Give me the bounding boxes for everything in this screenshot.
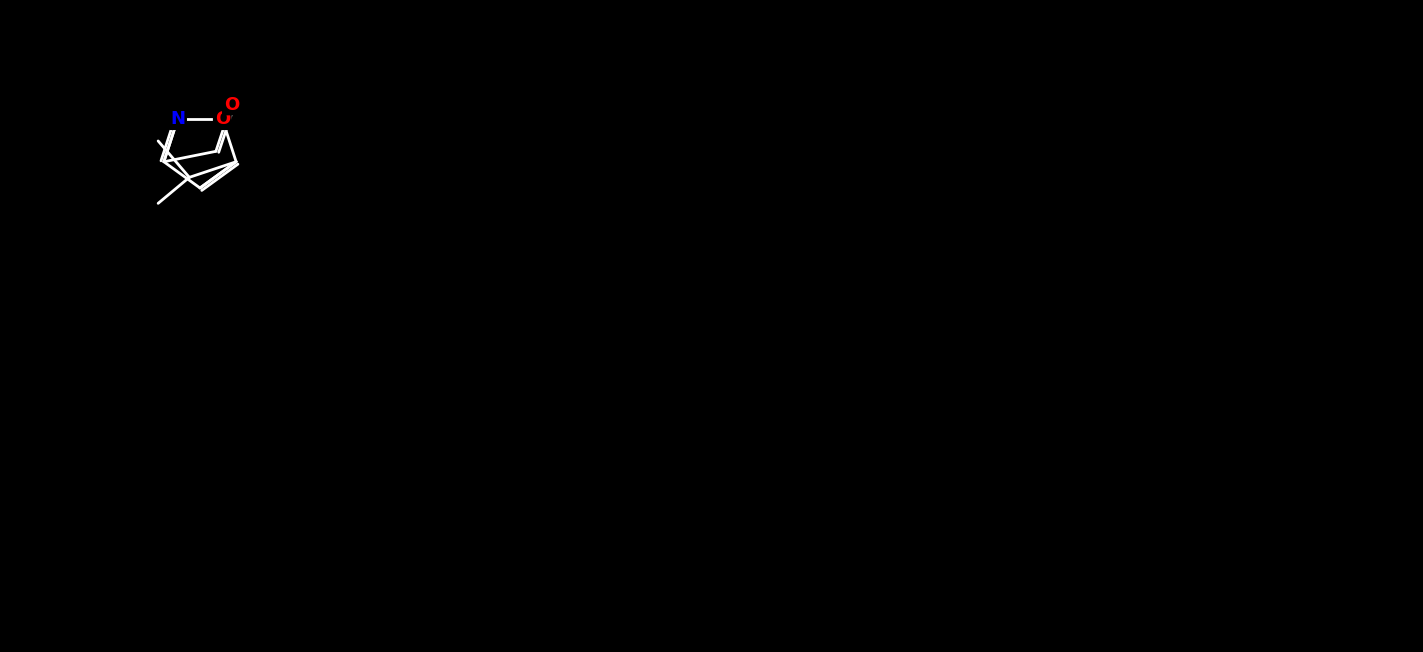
- Text: O: O: [223, 96, 239, 113]
- Text: N: N: [171, 110, 185, 128]
- Text: O: O: [215, 110, 231, 128]
